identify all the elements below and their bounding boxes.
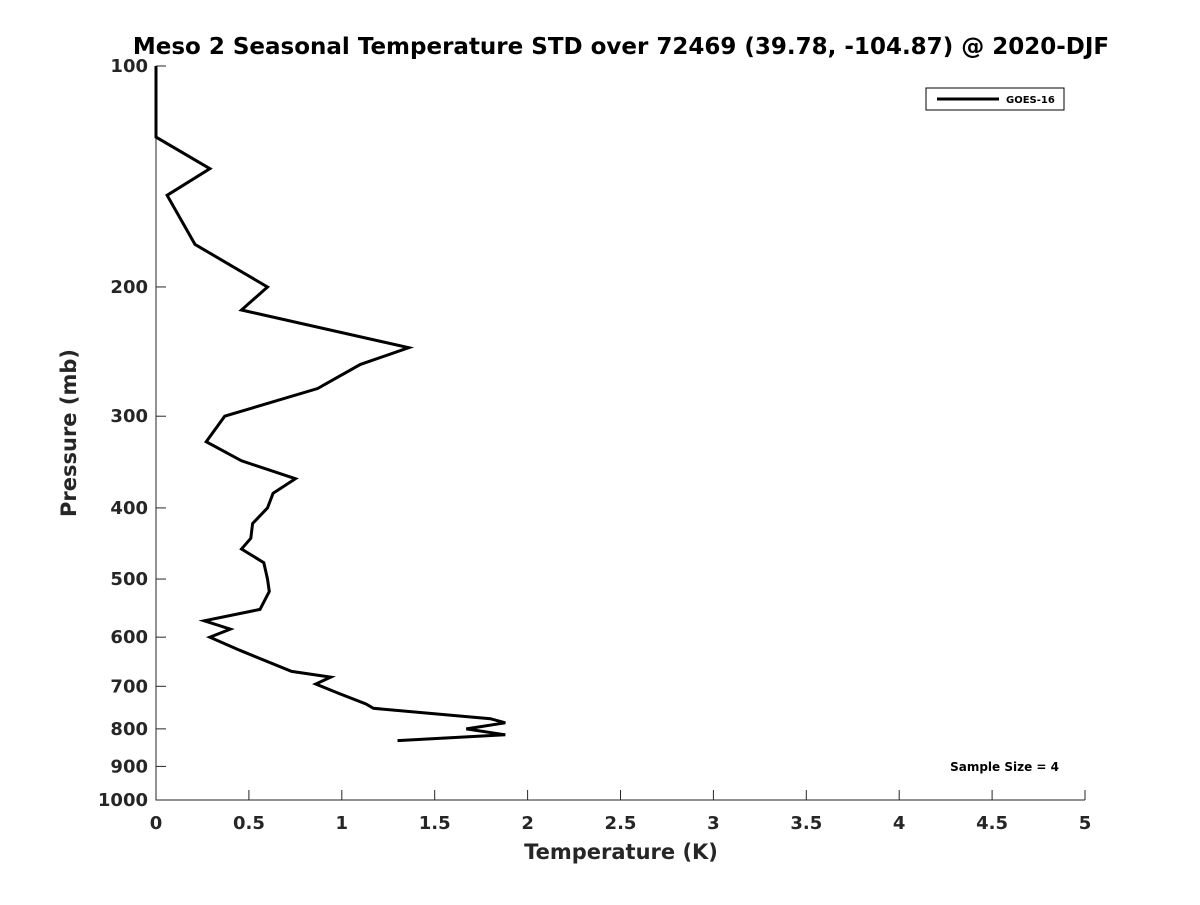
x-tick-label: 0.5	[233, 813, 265, 834]
y-tick-label: 300	[110, 406, 148, 427]
x-axis-ticks: 0 0.5 1 1.5 2 2.5 3 3.5 4 4.5 5	[150, 790, 1092, 834]
x-tick-label: 3.5	[790, 813, 822, 834]
y-tick-label: 100	[110, 56, 148, 77]
series-layer	[156, 66, 505, 741]
x-tick-label: 1	[336, 813, 349, 834]
chart-title: Meso 2 Seasonal Temperature STD over 724…	[133, 34, 1109, 60]
x-tick-label: 2.5	[605, 813, 637, 834]
y-tick-label: 800	[110, 719, 148, 740]
x-tick-label: 1.5	[419, 813, 451, 834]
y-tick-label: 500	[110, 569, 148, 590]
x-tick-label: 0	[150, 813, 163, 834]
legend-label: GOES-16	[1006, 95, 1055, 106]
y-tick-label: 900	[110, 756, 148, 777]
y-tick-label: 700	[110, 676, 148, 697]
x-tick-label: 4.5	[976, 813, 1008, 834]
x-tick-label: 2	[521, 813, 534, 834]
x-tick-label: 5	[1079, 813, 1092, 834]
x-tick-label: 4	[893, 813, 906, 834]
series-line-goes-16	[156, 66, 505, 741]
y-tick-label: 600	[110, 627, 148, 648]
sample-size-annotation: Sample Size = 4	[950, 760, 1059, 774]
y-tick-label: 200	[110, 277, 148, 298]
y-tick-label: 1000	[98, 790, 148, 811]
y-axis-label: Pressure (mb)	[57, 349, 81, 517]
x-tick-label: 3	[707, 813, 720, 834]
legend: GOES-16	[926, 88, 1064, 110]
x-axis-label: Temperature (K)	[524, 840, 718, 864]
axes	[156, 66, 1085, 800]
axis-frame	[156, 66, 1085, 800]
y-tick-label: 400	[110, 498, 148, 519]
